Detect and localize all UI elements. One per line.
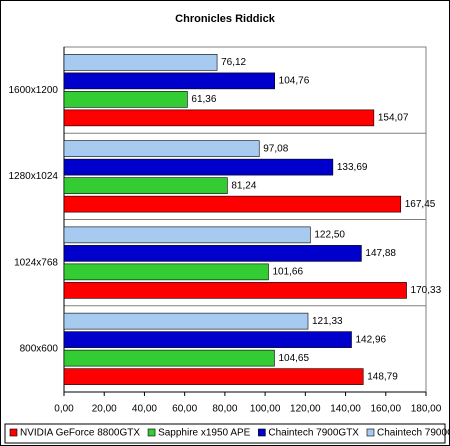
value-label: 97,08 (263, 143, 288, 154)
y-tick-label: 1280x1024 (9, 171, 59, 182)
bar (63, 72, 275, 90)
bar (63, 263, 269, 281)
value-label: 147,88 (365, 248, 396, 259)
x-tick-label: 60,00 (172, 404, 197, 415)
bar (63, 312, 309, 330)
x-tick-label: 40,00 (132, 404, 157, 415)
legend-swatch (147, 428, 156, 437)
legend-box (4, 423, 446, 444)
value-label: 121,33 (312, 316, 343, 327)
chart-title: Chronicles Riddick (175, 13, 276, 25)
bar (63, 282, 407, 299)
bar (63, 195, 402, 213)
value-label: 61,36 (191, 94, 216, 105)
bar (63, 54, 218, 71)
bar (63, 177, 228, 194)
y-tick-label: 1600x1200 (9, 85, 59, 96)
value-label: 104,76 (279, 76, 310, 87)
x-tick-label: 0,00 (54, 404, 74, 415)
bar (63, 158, 334, 176)
value-label: 142,96 (356, 334, 387, 345)
value-label: 104,65 (278, 353, 309, 364)
value-label: 148,79 (367, 371, 398, 382)
x-tick-label: 100,00 (250, 404, 281, 415)
legend-label: Sapphire x1950 APE (158, 428, 251, 439)
value-label: 154,07 (378, 113, 409, 124)
bar (63, 140, 260, 157)
value-label: 133,69 (337, 162, 368, 173)
legend-swatch (366, 428, 375, 437)
bar (63, 91, 188, 108)
value-label: 76,12 (221, 57, 246, 68)
bar (63, 349, 275, 367)
value-label: 170,33 (411, 285, 442, 296)
bar (63, 245, 362, 262)
value-label: 101,66 (272, 267, 303, 278)
x-tick-label: 140,00 (330, 404, 361, 415)
x-tick-label: 20,00 (92, 404, 117, 415)
value-label: 122,50 (314, 230, 345, 241)
value-label: 81,24 (231, 180, 256, 191)
bar (63, 109, 375, 127)
x-tick-label: 80,00 (212, 404, 237, 415)
legend-label: Chaintech 7900GT (377, 428, 450, 439)
legend-label: NVIDIA GeForce 8800GTX (20, 428, 140, 439)
y-tick-label: 800x600 (20, 344, 59, 355)
bar (63, 368, 364, 385)
x-tick-label: 160,00 (370, 404, 401, 415)
bar (63, 331, 352, 348)
legend-swatch (258, 428, 266, 437)
legend-swatch (9, 428, 18, 437)
x-tick-label: 120,00 (290, 404, 321, 415)
value-label: 167,45 (405, 199, 436, 210)
y-tick-label: 1024x768 (14, 257, 58, 268)
x-tick-label: 180,00 (411, 404, 442, 415)
bar (63, 226, 311, 244)
legend-label: Chaintech 7900GTX (268, 428, 359, 439)
